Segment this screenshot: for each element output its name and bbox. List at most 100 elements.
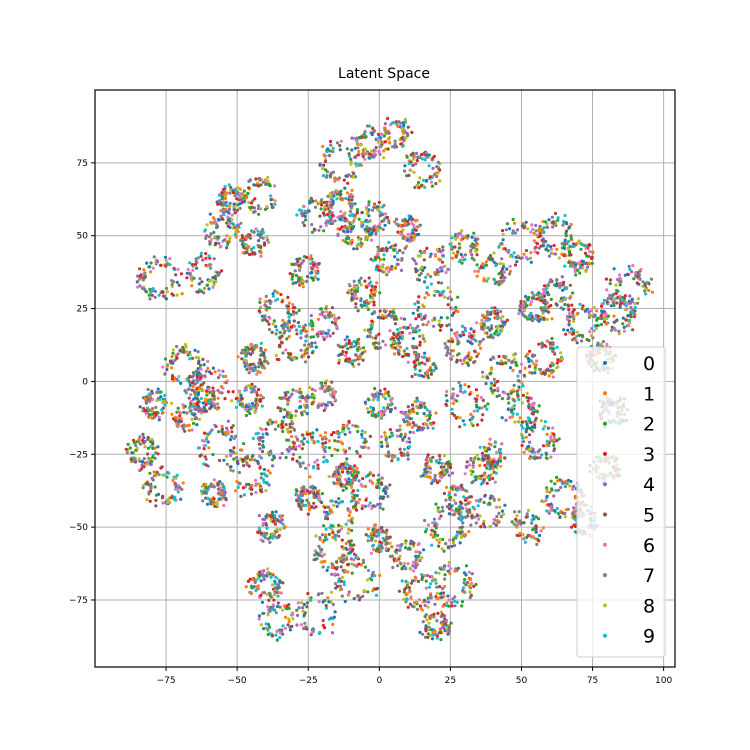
- data-point: [298, 276, 302, 281]
- data-point: [364, 237, 368, 242]
- data-point: [318, 163, 322, 167]
- data-point: [270, 458, 275, 462]
- data-point: [624, 318, 628, 322]
- data-point: [534, 515, 538, 519]
- data-point: [430, 184, 434, 188]
- data-point: [564, 234, 568, 238]
- data-point: [363, 328, 367, 332]
- data-point: [387, 313, 391, 317]
- data-point: [319, 307, 323, 311]
- data-point: [612, 267, 616, 271]
- data-point: [397, 341, 401, 345]
- data-point: [492, 388, 497, 392]
- data-point: [199, 251, 203, 255]
- data-point: [283, 408, 287, 412]
- data-point: [209, 232, 213, 236]
- data-point: [347, 427, 351, 431]
- data-point: [515, 392, 520, 396]
- data-point: [482, 277, 486, 281]
- data-point: [390, 264, 394, 269]
- data-point: [285, 427, 289, 431]
- data-point: [596, 316, 600, 321]
- data-point: [311, 435, 315, 439]
- data-point: [176, 267, 180, 271]
- data-point: [281, 326, 285, 330]
- data-point: [458, 425, 462, 429]
- data-point: [565, 222, 569, 226]
- data-point: [261, 236, 265, 240]
- data-point: [427, 153, 431, 157]
- data-point: [367, 410, 371, 414]
- data-point: [348, 430, 352, 434]
- data-point: [569, 245, 573, 249]
- data-point: [524, 255, 528, 259]
- data-point: [545, 443, 549, 447]
- data-point: [475, 253, 479, 257]
- data-point: [274, 332, 278, 336]
- data-point: [419, 401, 423, 405]
- data-point: [236, 223, 240, 227]
- data-point: [256, 229, 260, 233]
- data-point: [193, 407, 197, 411]
- data-point: [486, 326, 490, 330]
- data-point: [364, 135, 368, 139]
- data-point: [383, 223, 387, 227]
- data-point: [271, 322, 275, 326]
- data-point: [410, 344, 415, 348]
- data-point: [207, 387, 211, 391]
- data-point: [522, 373, 526, 377]
- data-point: [473, 349, 477, 353]
- data-point: [153, 446, 157, 450]
- data-point: [204, 252, 208, 256]
- data-point: [311, 431, 315, 435]
- data-point: [511, 368, 515, 372]
- data-point: [190, 417, 194, 421]
- data-point: [384, 438, 388, 442]
- data-point: [360, 429, 364, 433]
- data-point: [146, 460, 150, 464]
- data-point: [537, 517, 541, 521]
- data-point: [570, 338, 575, 342]
- data-point: [339, 192, 343, 196]
- data-point: [539, 315, 543, 319]
- data-point: [381, 316, 385, 320]
- data-point: [234, 235, 238, 239]
- data-point: [612, 320, 616, 324]
- data-point: [359, 244, 363, 248]
- data-point: [524, 515, 528, 519]
- data-point: [155, 390, 159, 394]
- data-point: [379, 440, 384, 444]
- data-point: [528, 303, 533, 307]
- data-point: [627, 313, 631, 318]
- data-point: [211, 216, 215, 220]
- data-point: [258, 466, 262, 470]
- data-point: [174, 273, 178, 277]
- data-point: [469, 244, 473, 248]
- data-point: [188, 261, 192, 265]
- data-point: [584, 269, 588, 273]
- data-point: [333, 322, 337, 326]
- data-point: [422, 412, 426, 416]
- data-point: [425, 408, 429, 412]
- data-point: [203, 228, 207, 232]
- data-point: [473, 238, 477, 242]
- data-point: [272, 319, 276, 323]
- data-point: [199, 254, 203, 258]
- data-point: [287, 449, 291, 453]
- data-point: [457, 380, 461, 384]
- data-point: [542, 226, 546, 230]
- data-point: [471, 242, 475, 246]
- data-point: [142, 483, 146, 487]
- data-point: [301, 461, 305, 465]
- data-point: [539, 371, 543, 375]
- data-point: [278, 330, 282, 335]
- data-point: [300, 355, 304, 359]
- data-point: [575, 241, 579, 245]
- data-point: [401, 437, 405, 441]
- data-point: [522, 521, 526, 525]
- data-point: [208, 240, 212, 244]
- data-point: [215, 503, 219, 507]
- data-point: [295, 437, 300, 441]
- data-point: [170, 279, 174, 283]
- data-point: [226, 429, 230, 433]
